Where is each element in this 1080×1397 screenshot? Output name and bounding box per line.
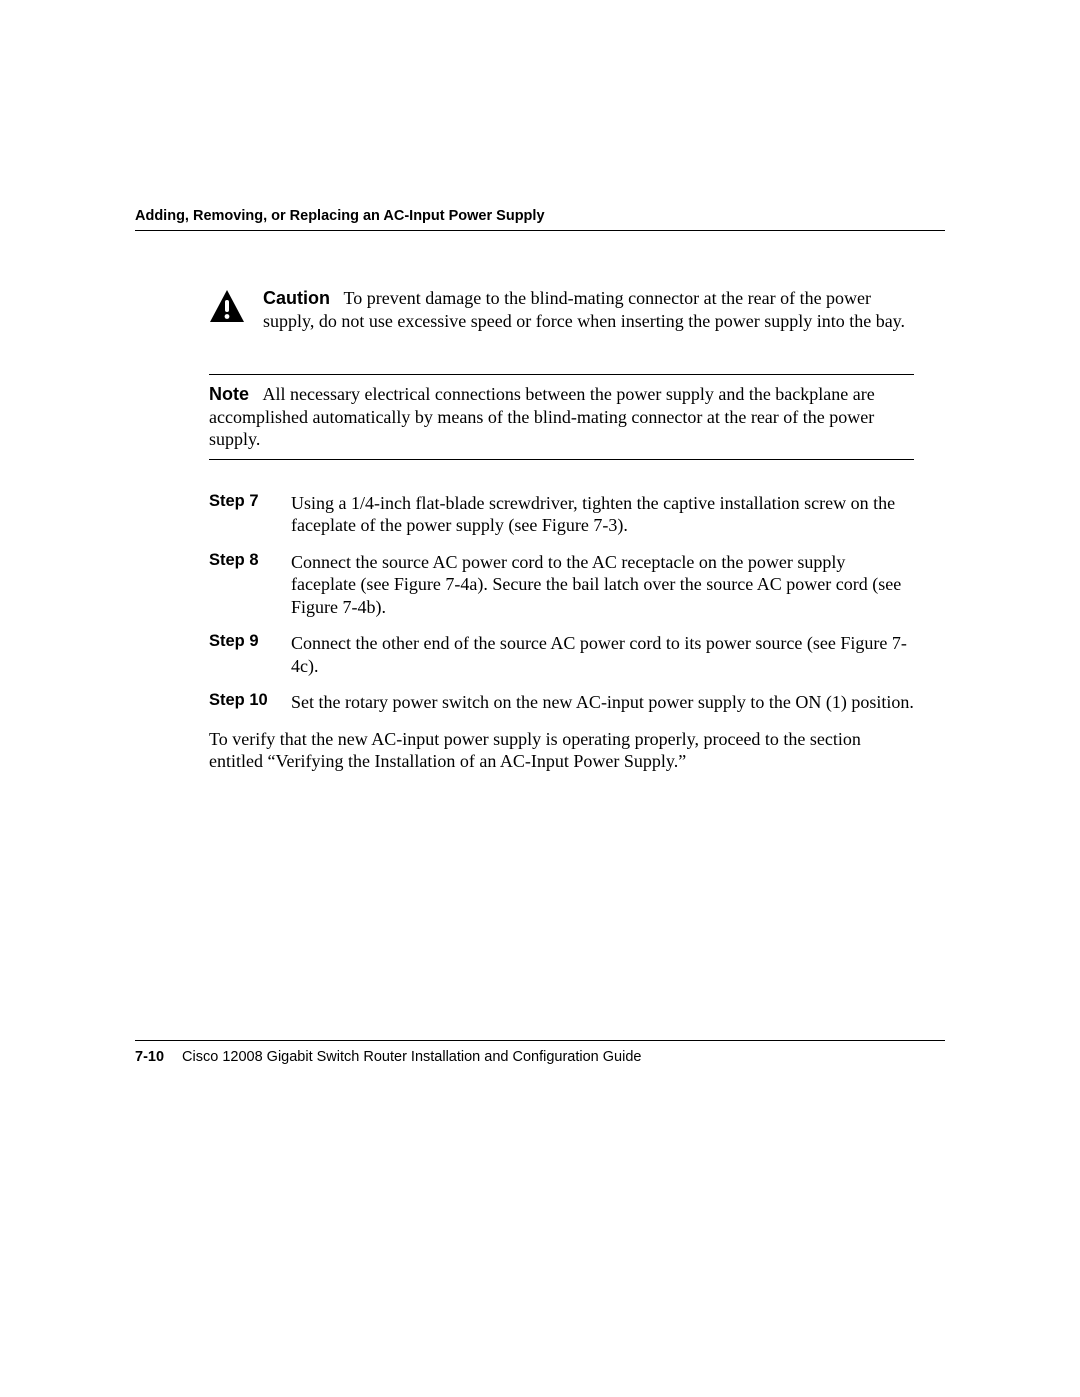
caution-icon: [209, 289, 245, 325]
note-rule-top: [209, 374, 914, 375]
footer-line: 7-10 Cisco 12008 Gigabit Switch Router In…: [135, 1049, 945, 1065]
step-body: Using a 1/4-inch flat-blade screwdriver,…: [291, 492, 914, 537]
footer-page-number: 7-10: [135, 1049, 164, 1065]
step-label: Step 10: [209, 691, 291, 710]
content-area: Caution To prevent damage to the blind-m…: [209, 287, 914, 773]
caution-label: Caution: [263, 288, 330, 308]
page-header-title: Adding, Removing, or Replacing an AC-Inp…: [135, 208, 945, 224]
step-body: Set the rotary power switch on the new A…: [291, 691, 914, 714]
steps-list: Step 7 Using a 1/4-inch flat-blade screw…: [209, 492, 914, 714]
note-rule-bottom: [209, 459, 914, 460]
header-rule: [135, 230, 945, 231]
step-body: Connect the other end of the source AC p…: [291, 632, 914, 677]
page-footer: 7-10 Cisco 12008 Gigabit Switch Router In…: [135, 1040, 945, 1065]
step-label: Step 7: [209, 492, 291, 511]
caution-block: Caution To prevent damage to the blind-m…: [209, 287, 914, 332]
step-row: Step 9 Connect the other end of the sour…: [209, 632, 914, 677]
verify-paragraph: To verify that the new AC-input power su…: [209, 728, 914, 773]
caution-body: To prevent damage to the blind-mating co…: [263, 288, 905, 331]
page-container: Adding, Removing, or Replacing an AC-Inp…: [135, 208, 945, 773]
note-label: Note: [209, 384, 249, 404]
step-row: Step 10 Set the rotary power switch on t…: [209, 691, 914, 714]
note-block: Note All necessary electrical connection…: [209, 383, 914, 451]
footer-rule: [135, 1040, 945, 1041]
step-body: Connect the source AC power cord to the …: [291, 551, 914, 619]
caution-text: Caution To prevent damage to the blind-m…: [263, 287, 914, 332]
step-row: Step 7 Using a 1/4-inch flat-blade screw…: [209, 492, 914, 537]
note-body: All necessary electrical connections bet…: [209, 384, 875, 449]
footer-title: Cisco 12008 Gigabit Switch Router Instal…: [182, 1049, 641, 1065]
step-row: Step 8 Connect the source AC power cord …: [209, 551, 914, 619]
step-label: Step 8: [209, 551, 291, 570]
step-label: Step 9: [209, 632, 291, 651]
